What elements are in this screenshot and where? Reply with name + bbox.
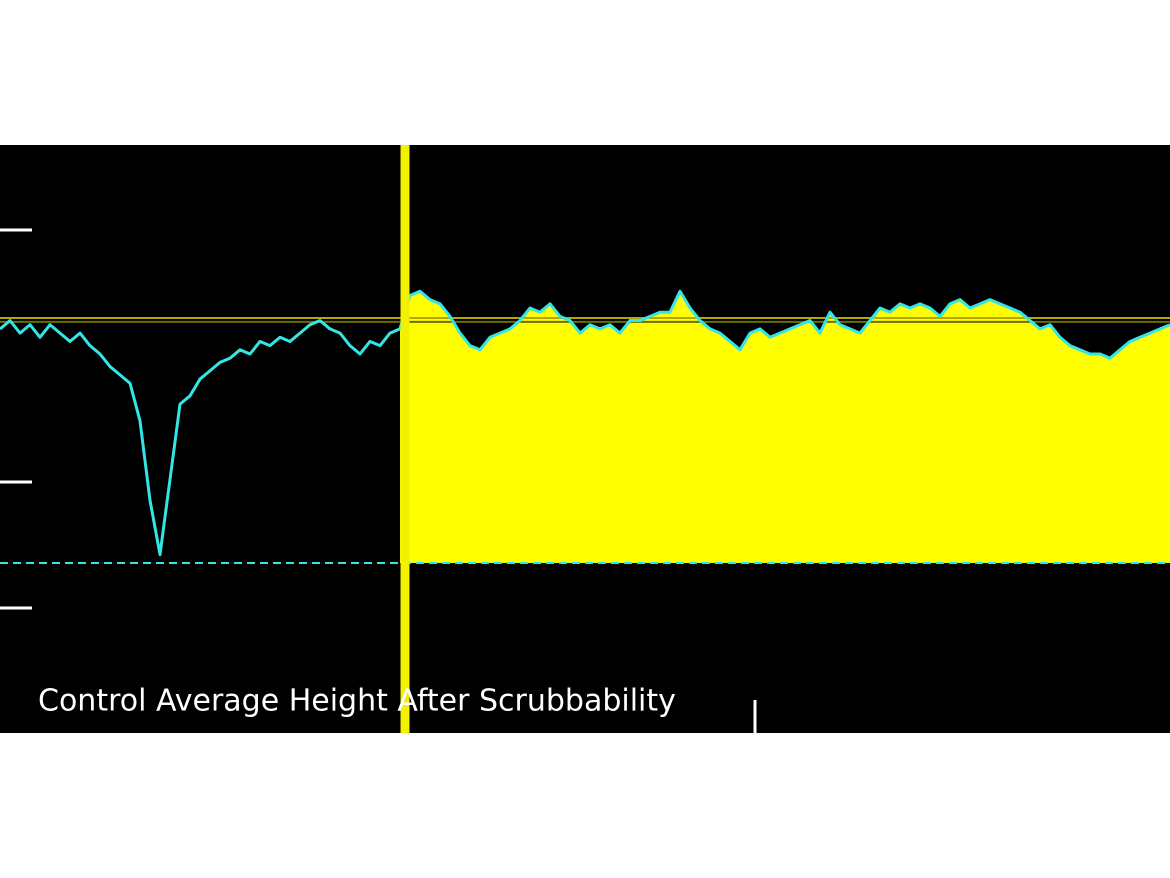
trace [0,289,1170,557]
caption: Control Average Height After Scrubbabili… [38,684,676,719]
plot-layer [0,289,1170,564]
area-fill [400,291,1170,563]
